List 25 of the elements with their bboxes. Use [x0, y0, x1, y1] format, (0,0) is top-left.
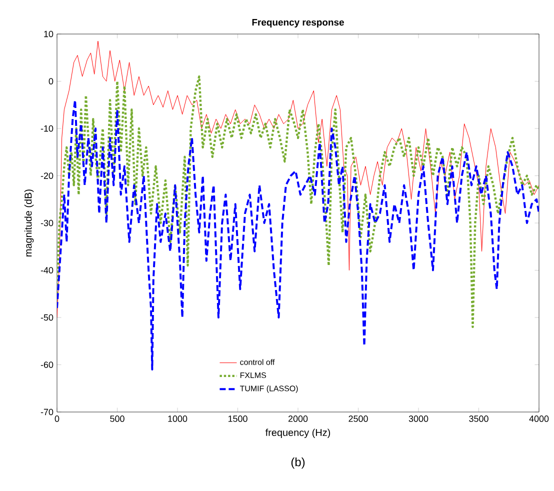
x-tick-label: 0 — [54, 416, 60, 422]
y-tick-label: -30 — [40, 220, 54, 226]
x-tick-label: 2000 — [288, 416, 308, 422]
y-tick-label: -10 — [40, 125, 54, 132]
y-tick-label: 10 — [44, 30, 54, 38]
y-tick-label: -50 — [40, 314, 54, 321]
y-tick-label: -60 — [40, 362, 54, 368]
x-tick-label: 2500 — [348, 416, 368, 422]
x-tick-label: 4000 — [529, 416, 549, 422]
line-series — [57, 75, 540, 328]
text: (b) — [291, 458, 305, 469]
line-series — [57, 99, 540, 370]
y-tick-label: -20 — [40, 172, 54, 179]
line-series — [57, 40, 540, 318]
x-tick-label: 500 — [110, 416, 124, 422]
chart-title: Frequency response — [252, 19, 344, 28]
y-tick-label: 0 — [48, 78, 54, 84]
y-axis-title: magnitude (dB) — [24, 190, 34, 256]
y-tick-label: -70 — [40, 408, 54, 416]
x-tick-label: 1000 — [168, 416, 188, 422]
x-tick-label: 3500 — [469, 416, 488, 422]
x-axis-title: frequency (Hz) — [265, 428, 330, 438]
x-tick-label: 1500 — [228, 416, 248, 422]
x-tick-label: 3000 — [408, 416, 428, 422]
y-tick-label: -40 — [40, 267, 54, 274]
